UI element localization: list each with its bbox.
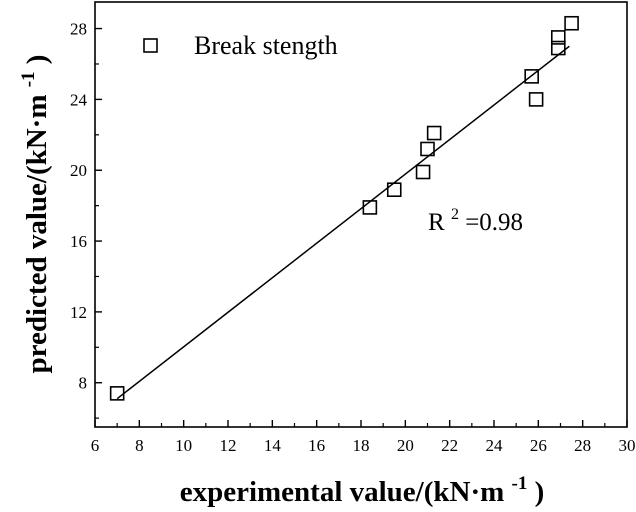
x-axis-title-sup: -1 (512, 473, 528, 494)
data-point (426, 125, 442, 141)
y-tick-label: 12 (70, 303, 87, 322)
data-point (550, 40, 566, 56)
data-point (564, 15, 579, 31)
y-axis-title: predicted value/(kN·m -1 ) (9, 55, 53, 374)
data-point (524, 69, 539, 84)
x-tick-label: 26 (530, 436, 547, 455)
axis-tick-labels: 6 8 10 12 14 16 18 20 22 24 26 28 30 8 12 16 20 24 28 (70, 20, 636, 455)
x-tick-label: 14 (264, 436, 282, 455)
x-tick-label: 24 (486, 436, 504, 455)
x-tick-label: 22 (441, 436, 458, 455)
x-tick-label: 8 (135, 436, 144, 455)
data-point (528, 92, 544, 107)
y-axis-title-main: predicted value/(kN·m (21, 95, 53, 374)
y-tick-label: 16 (70, 232, 87, 251)
x-axis-title-end: ) (535, 476, 545, 508)
annotation-rest: =0.98 (465, 209, 523, 236)
data-point (362, 200, 378, 215)
y-tick-label: 28 (70, 20, 87, 39)
r-squared-annotation: R 2 =0.98 (428, 198, 523, 236)
x-tick-label: 28 (574, 436, 591, 455)
x-tick-label: 18 (353, 436, 370, 455)
x-tick-label: 16 (308, 436, 325, 455)
x-tick-label: 6 (91, 436, 100, 455)
axis-ticks (94, 27, 628, 427)
x-tick-label: 12 (220, 436, 237, 455)
data-point (109, 386, 125, 401)
data-point (550, 30, 566, 45)
x-axis-title: experimental value/(kN·m -1 ) (180, 464, 545, 508)
fit-line (116, 45, 570, 400)
y-tick-label: 20 (70, 161, 87, 180)
y-axis-title-sup: -1 (18, 71, 39, 87)
y-tick-label: 24 (70, 90, 88, 109)
annotation-base: R (428, 209, 445, 236)
x-tick-label: 10 (175, 436, 192, 455)
annotation-sup: 2 (451, 206, 459, 223)
legend-label: Break stength (194, 31, 338, 60)
y-axis-title-end: ) (21, 55, 53, 65)
plot-frame (94, 1, 628, 428)
legend-marker (143, 38, 158, 53)
y-tick-label: 8 (79, 374, 88, 393)
data-points (109, 15, 579, 401)
data-point (386, 182, 402, 198)
x-tick-label: 30 (619, 436, 636, 455)
data-point (420, 141, 435, 157)
x-tick-label: 20 (397, 436, 414, 455)
x-axis-title-main: experimental value/(kN·m (180, 476, 505, 508)
data-point (415, 164, 431, 180)
